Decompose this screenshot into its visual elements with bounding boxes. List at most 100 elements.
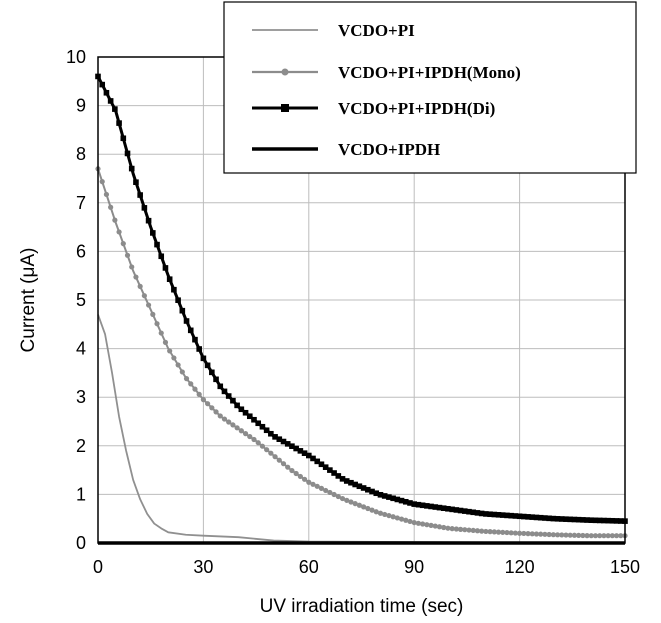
data-point <box>554 516 561 522</box>
data-point <box>293 470 299 477</box>
data-point <box>141 293 147 299</box>
data-point <box>428 522 434 528</box>
data-point <box>516 513 523 520</box>
data-point <box>171 355 177 361</box>
data-point <box>571 532 578 538</box>
legend-item: VCDO+PI+IPDH(Di) <box>252 99 495 118</box>
data-point <box>483 511 489 517</box>
data-point <box>576 532 582 538</box>
data-point <box>128 165 135 172</box>
data-point <box>183 318 190 324</box>
y-tick-label: 0 <box>76 533 86 553</box>
legend-label: VCDO+PI+IPDH(Di) <box>338 99 495 118</box>
y-tick-label: 5 <box>76 290 86 310</box>
data-point <box>504 529 510 536</box>
data-point <box>424 503 430 509</box>
data-point <box>145 217 152 224</box>
data-point <box>209 405 215 411</box>
data-point <box>175 297 181 303</box>
data-point <box>466 508 472 515</box>
data-point <box>609 533 615 539</box>
data-point <box>361 504 367 510</box>
data-point <box>230 397 236 404</box>
data-point <box>360 485 367 491</box>
data-point <box>259 443 266 449</box>
data-point <box>322 464 329 470</box>
data-point <box>377 510 384 516</box>
data-point <box>103 89 110 96</box>
data-point <box>386 494 392 500</box>
data-point <box>242 409 249 416</box>
series-2 <box>95 73 628 524</box>
data-point <box>234 425 240 431</box>
data-point <box>542 531 548 537</box>
data-point <box>209 369 215 376</box>
legend-label: VCDO+PI <box>338 21 415 40</box>
x-tick-label: 120 <box>505 557 535 577</box>
data-point <box>314 458 321 465</box>
data-point <box>99 81 106 88</box>
data-point <box>268 430 274 437</box>
data-point <box>327 467 333 473</box>
data-point <box>352 501 358 507</box>
data-point <box>499 512 506 518</box>
data-point <box>398 516 405 522</box>
data-point <box>487 529 493 535</box>
data-point <box>323 487 329 494</box>
data-point <box>200 355 207 362</box>
data-point <box>550 515 557 522</box>
data-point <box>504 512 510 519</box>
data-point <box>474 510 481 516</box>
data-point <box>124 252 131 258</box>
data-point <box>478 510 485 517</box>
data-point <box>428 503 434 510</box>
data-point <box>175 362 181 368</box>
data-point <box>339 476 346 482</box>
data-point <box>373 490 380 497</box>
data-point <box>424 522 430 528</box>
data-point <box>112 106 118 112</box>
y-tick-label: 2 <box>76 436 86 456</box>
data-point <box>592 517 599 524</box>
data-point <box>150 230 156 236</box>
data-point <box>226 419 232 425</box>
data-point <box>162 265 169 271</box>
data-point <box>500 529 506 535</box>
data-point <box>213 376 219 383</box>
data-point <box>369 488 375 495</box>
legend-label: VCDO+PI+IPDH(Mono) <box>338 63 521 82</box>
data-point <box>542 515 548 521</box>
data-point <box>546 515 552 522</box>
data-point <box>289 443 295 449</box>
data-point <box>512 530 518 536</box>
data-point <box>99 179 105 185</box>
data-point <box>617 518 624 524</box>
data-point <box>145 302 152 308</box>
data-point <box>525 531 531 537</box>
data-point <box>280 461 287 467</box>
x-tick-label: 90 <box>404 557 424 577</box>
y-tick-label: 8 <box>76 144 86 164</box>
data-point <box>563 516 569 522</box>
data-point <box>112 217 118 223</box>
data-point <box>390 514 396 520</box>
x-tick-label: 60 <box>299 557 319 577</box>
data-point <box>171 286 177 293</box>
data-point <box>196 391 202 397</box>
data-point <box>398 497 405 504</box>
data-point <box>179 369 185 375</box>
data-point <box>415 501 422 508</box>
data-point <box>301 450 308 456</box>
data-point <box>310 481 316 487</box>
data-point <box>335 493 341 500</box>
data-point <box>474 528 481 534</box>
data-point <box>470 527 476 534</box>
data-point <box>411 519 417 526</box>
data-point <box>343 478 350 484</box>
data-point <box>558 516 565 522</box>
data-point <box>348 499 354 505</box>
data-point <box>242 431 249 437</box>
data-point <box>529 531 535 537</box>
data-point <box>187 327 194 334</box>
